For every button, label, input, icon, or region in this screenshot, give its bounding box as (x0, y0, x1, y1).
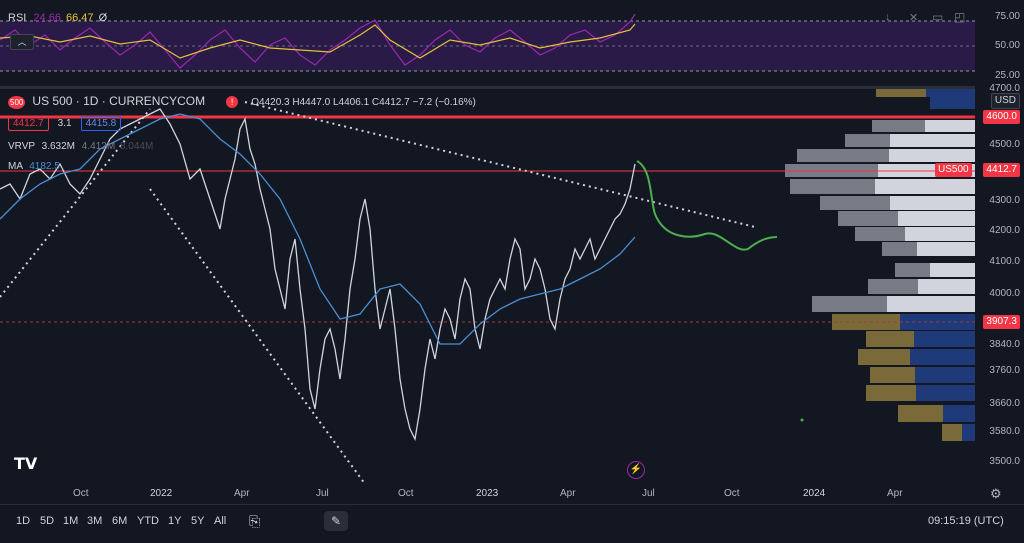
bottom-toolbar: 1D 5D 1M 3M 6M YTD 1Y 5Y All ⎘ ✎ 09:15:1… (0, 504, 1024, 543)
range-5d-button[interactable]: 5D (40, 515, 55, 527)
rsi-legend: RSI 24.66 66.47 Ø (8, 12, 107, 24)
forecast-path (636, 160, 778, 251)
calendar-range-icon[interactable]: ⎘ (249, 513, 261, 529)
vrvp-value-1: 3.632M (41, 141, 76, 152)
volume-profile (785, 89, 975, 441)
vrvp-value-2: 4.412M (81, 141, 116, 152)
price-tick-3580: 3580.0 (989, 426, 1020, 437)
price-tag-4600[interactable]: 4600.0 (983, 110, 1020, 124)
time-tick-jul-2022: Jul (316, 488, 329, 499)
time-axis[interactable]: Oct 2022 Apr Jul Oct 2023 Apr Jul Oct 20… (0, 484, 975, 504)
rsi-ma-line (0, 23, 636, 59)
bid-price[interactable]: 4412.7 (8, 116, 49, 131)
range-1d-button[interactable]: 1D (16, 515, 31, 527)
tradingview-logo-icon[interactable]: TV (14, 454, 38, 473)
price-tag-current[interactable]: 4412.7 (983, 163, 1020, 177)
pane-separator[interactable] (0, 86, 975, 89)
time-tick-2023: 2023 (476, 488, 499, 499)
lightning-icon[interactable]: ⚡ (627, 461, 645, 479)
symbol-price-tag[interactable]: US500 (935, 163, 972, 177)
price-tick-4000: 4000.0 (989, 288, 1020, 299)
maximize-icon[interactable]: ▭ (932, 10, 944, 24)
price-tick-3760: 3760.0 (989, 365, 1020, 376)
rsi-label: RSI (8, 12, 27, 24)
ma-legend[interactable]: MA 4182.5 (8, 161, 60, 172)
time-tick-apr-2022: Apr (234, 488, 250, 499)
moving-average-line (0, 113, 636, 345)
range-6m-button[interactable]: 6M (112, 515, 128, 527)
price-pane[interactable]: 500 US 500 · 1D · CURRENCYCOM ! O4420.3 … (0, 89, 975, 484)
chevron-up-icon[interactable]: ︿ (10, 34, 34, 50)
settings-gear-icon[interactable]: ⚙ (990, 486, 1002, 501)
price-tick-4300: 4300.0 (989, 195, 1020, 206)
price-tag-3907[interactable]: 3907.3 (983, 315, 1020, 329)
price-tick-4200: 4200.0 (989, 225, 1020, 236)
range-1m-button[interactable]: 1M (63, 515, 79, 527)
time-tick-apr-2024: Apr (887, 488, 903, 499)
price-tick-4500: 4500.0 (989, 139, 1020, 150)
time-tick-oct-2022: Oct (398, 488, 414, 499)
price-tick-3840: 3840.0 (989, 339, 1020, 350)
ask-price[interactable]: 4415.8 (80, 116, 122, 131)
time-tick-2022: 2022 (150, 488, 173, 499)
range-3m-button[interactable]: 3M (87, 515, 103, 527)
trendline-lower (149, 188, 366, 484)
quote-box[interactable]: 4412.7 3.1 4415.8 (8, 116, 122, 131)
time-tick-apr-2023: Apr (560, 488, 576, 499)
vrvp-value-3: 8.044M (119, 141, 154, 152)
rsi-axis-75: 75.00 (994, 11, 1020, 22)
time-tick-2024: 2024 (803, 488, 826, 499)
minimize-icon[interactable]: ◰ (954, 10, 966, 24)
symbol-legend[interactable]: 500 US 500 · 1D · CURRENCYCOM ! O4420.3 … (8, 94, 476, 109)
trendline-left (0, 108, 151, 298)
vrvp-legend[interactable]: VRVP 3.632M 4.412M 8.044M (8, 141, 153, 152)
vrvp-label: VRVP (8, 141, 35, 152)
symbol-badge: 500 (8, 96, 26, 109)
time-tick-oct-2021: Oct (73, 488, 89, 499)
forecast-marker (800, 418, 804, 422)
range-1y-button[interactable]: 1Y (168, 515, 182, 527)
range-all-button[interactable]: All (214, 515, 227, 527)
arrow-down-icon[interactable]: ↓ (885, 11, 891, 23)
range-5y-button[interactable]: 5Y (191, 515, 205, 527)
rsi-value-1: 24.66 (33, 12, 61, 24)
time-tick-jul-2023: Jul (642, 488, 655, 499)
close-icon[interactable]: ✕ (909, 12, 919, 24)
alert-icon[interactable]: ! (226, 96, 239, 108)
price-tick-3500: 3500.0 (989, 456, 1020, 467)
rsi-pane[interactable]: RSI 24.66 66.47 Ø ︿ ↓ ✕ ▭ ◰ (0, 0, 975, 86)
price-axis[interactable]: 75.00 50.00 25.00 4700.0 USD 4600.0 4500… (975, 0, 1024, 484)
price-tick-4700: 4700.0 (989, 83, 1020, 94)
price-candles (0, 108, 636, 442)
rsi-value-3: Ø (98, 12, 108, 24)
ma-label: MA (8, 161, 23, 172)
rsi-axis-25: 25.00 (994, 70, 1020, 81)
brush-icon[interactable]: ✎ (324, 511, 348, 531)
ma-value: 4182.5 (29, 161, 60, 172)
trendline-upper (244, 101, 756, 228)
chart-title[interactable]: US 500 · 1D · CURRENCYCOM (32, 94, 206, 108)
rsi-line (0, 13, 636, 69)
spread-value: 3.1 (57, 118, 72, 129)
utc-clock[interactable]: 09:15:19 (UTC) (928, 515, 1004, 527)
ohlc-values: O4420.3 H4447.0 L4406.1 C4412.7 −7.2 (−0… (251, 97, 476, 108)
price-tick-3660: 3660.0 (989, 398, 1020, 409)
rsi-plot (0, 13, 975, 72)
rsi-axis-50: 50.00 (994, 40, 1020, 51)
currency-selector[interactable]: USD (990, 93, 1020, 109)
time-tick-oct-2023: Oct (724, 488, 740, 499)
rsi-value-2: 66.47 (66, 12, 94, 24)
price-tick-4100: 4100.0 (989, 256, 1020, 267)
range-ytd-button[interactable]: YTD (137, 515, 159, 527)
